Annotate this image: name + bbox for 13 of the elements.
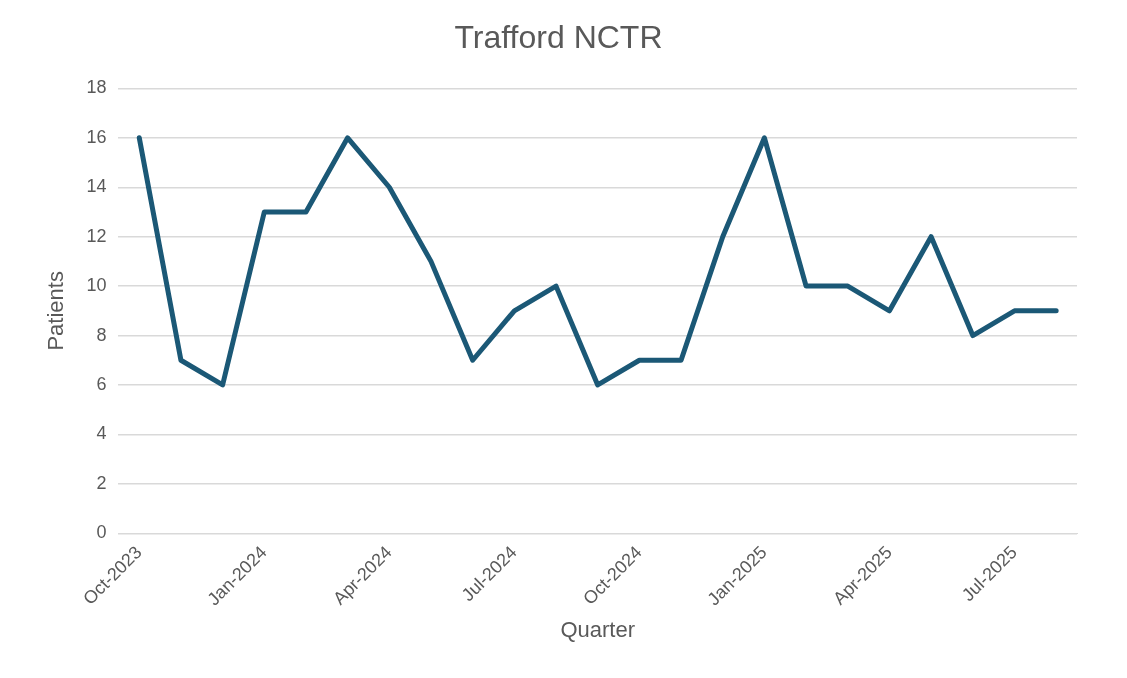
y-tick-label: 14	[86, 176, 107, 197]
y-tick-label: 6	[96, 373, 107, 394]
y-tick-label: 0	[96, 522, 107, 543]
y-axis-title: Patients	[43, 271, 69, 351]
y-tick-label: 16	[86, 126, 107, 147]
y-tick-label: 8	[96, 324, 107, 345]
x-axis-title: Quarter	[560, 616, 636, 642]
y-tick-label: 10	[86, 275, 107, 296]
y-tick-label: 4	[96, 423, 107, 444]
y-tick-label: 18	[86, 77, 107, 98]
y-tick-label: 12	[86, 225, 107, 246]
chart-title: Trafford NCTR	[454, 19, 663, 56]
y-tick-label: 2	[96, 472, 107, 493]
